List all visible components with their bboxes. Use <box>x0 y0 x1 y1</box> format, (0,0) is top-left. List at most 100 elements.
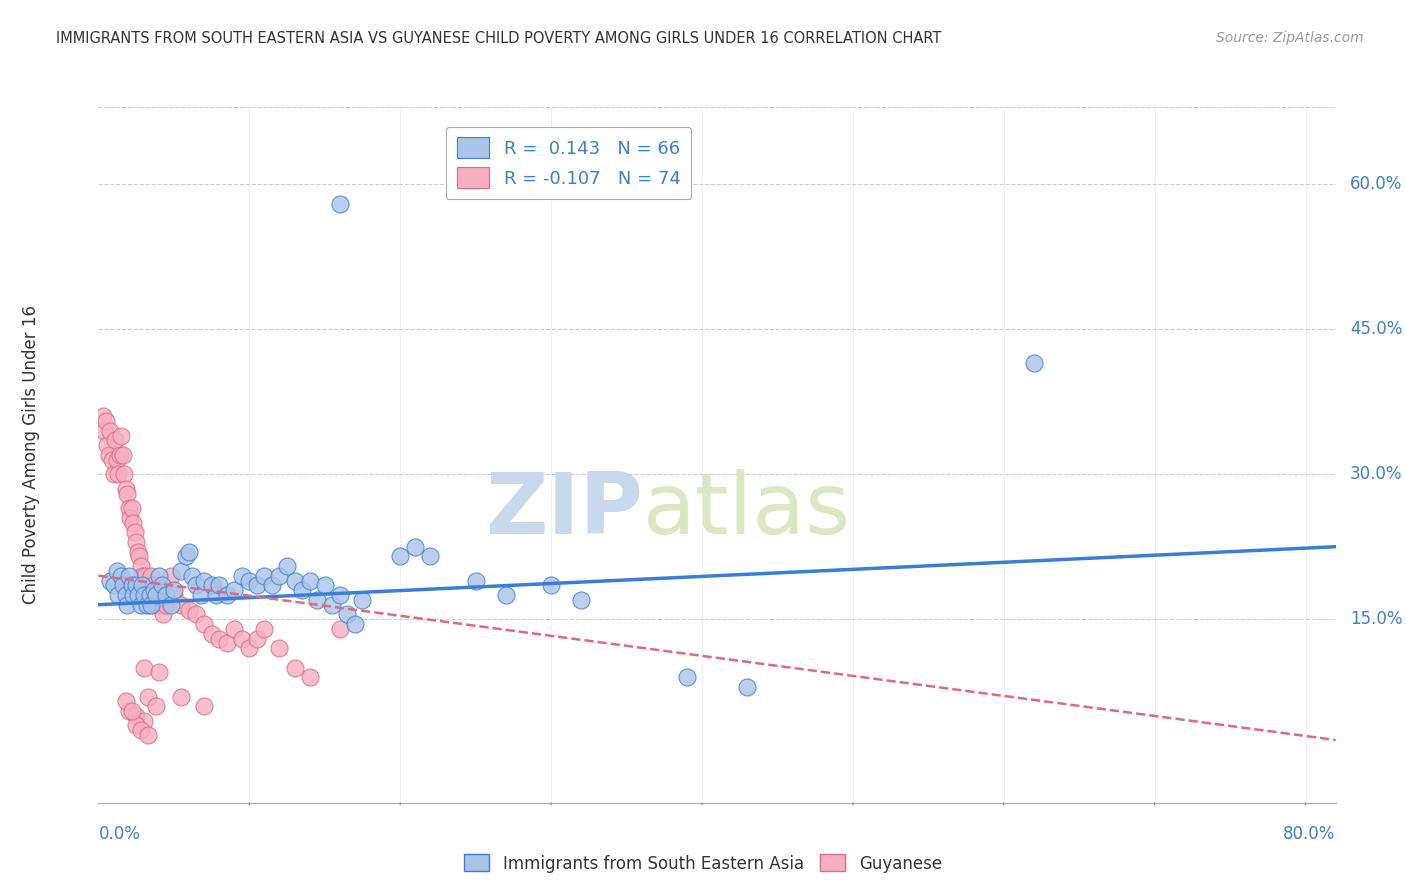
Point <box>131 578 153 592</box>
Point <box>127 588 149 602</box>
Point <box>135 578 157 592</box>
Point <box>125 718 148 732</box>
Point <box>122 516 145 530</box>
Text: 45.0%: 45.0% <box>1350 320 1402 338</box>
Point <box>143 588 166 602</box>
Point <box>148 592 170 607</box>
Point <box>103 578 125 592</box>
Point <box>321 598 343 612</box>
Point <box>145 699 167 714</box>
Point <box>200 626 222 640</box>
Point <box>186 607 208 622</box>
Point <box>215 588 238 602</box>
Point <box>114 588 136 602</box>
Point <box>174 549 197 564</box>
Point <box>208 578 231 592</box>
Point <box>170 690 193 704</box>
Point <box>676 670 699 684</box>
Point <box>136 728 159 742</box>
Point <box>569 592 592 607</box>
Point <box>132 660 155 674</box>
Point <box>115 598 138 612</box>
Point <box>193 574 215 588</box>
Point <box>352 592 374 607</box>
Point <box>150 578 173 592</box>
Point <box>100 424 122 438</box>
Point <box>404 540 426 554</box>
Point <box>186 578 208 592</box>
Point <box>142 578 165 592</box>
Point <box>112 467 135 482</box>
Point <box>100 574 122 588</box>
Point <box>117 704 139 718</box>
Point <box>246 632 269 646</box>
Point <box>170 598 193 612</box>
Point <box>260 578 283 592</box>
Text: 60.0%: 60.0% <box>1350 176 1402 194</box>
Point <box>148 665 170 680</box>
Point <box>329 622 352 636</box>
Point <box>200 578 222 592</box>
Point <box>314 578 336 592</box>
Point <box>96 438 118 452</box>
Point <box>177 544 200 558</box>
Point <box>107 467 129 482</box>
Point <box>224 583 246 598</box>
Point <box>136 690 159 704</box>
Point <box>208 632 231 646</box>
Point <box>284 574 307 588</box>
Point <box>98 448 121 462</box>
Point <box>124 525 146 540</box>
Point <box>253 622 276 636</box>
Point <box>238 641 260 656</box>
Point <box>540 578 562 592</box>
Point <box>215 636 238 650</box>
Point <box>93 424 115 438</box>
Point <box>291 583 314 598</box>
Point <box>343 617 366 632</box>
Point <box>298 574 321 588</box>
Point <box>193 699 215 714</box>
Point <box>163 588 186 602</box>
Point <box>276 559 298 574</box>
Point <box>181 568 204 582</box>
Point <box>464 574 486 588</box>
Point <box>136 588 159 602</box>
Point <box>336 607 359 622</box>
Point <box>134 568 156 582</box>
Point <box>238 574 260 588</box>
Point <box>146 583 169 598</box>
Point <box>253 568 276 582</box>
Point <box>129 559 152 574</box>
Point <box>110 568 132 582</box>
Point <box>389 549 412 564</box>
Point <box>121 578 143 592</box>
Point <box>101 452 124 467</box>
Point <box>155 598 177 612</box>
Point <box>121 501 143 516</box>
Text: 15.0%: 15.0% <box>1350 610 1402 628</box>
Point <box>329 196 352 211</box>
Point <box>148 568 170 582</box>
Point <box>170 564 193 578</box>
Point <box>329 588 352 602</box>
Point <box>735 680 758 694</box>
Point <box>110 428 132 442</box>
Point <box>224 622 246 636</box>
Point <box>131 568 153 582</box>
Point <box>177 602 200 616</box>
Point <box>160 568 183 582</box>
Point <box>269 641 291 656</box>
Legend: R =  0.143   N = 66, R = -0.107   N = 74: R = 0.143 N = 66, R = -0.107 N = 74 <box>446 127 692 199</box>
Point <box>132 578 155 592</box>
Point <box>149 588 172 602</box>
Point <box>104 434 127 448</box>
Text: IMMIGRANTS FROM SOUTH EASTERN ASIA VS GUYANESE CHILD POVERTY AMONG GIRLS UNDER 1: IMMIGRANTS FROM SOUTH EASTERN ASIA VS GU… <box>56 31 942 46</box>
Point <box>127 544 149 558</box>
Point <box>150 598 173 612</box>
Point <box>120 510 142 524</box>
Point <box>94 414 117 428</box>
Point <box>129 598 152 612</box>
Point <box>111 448 134 462</box>
Point <box>114 694 136 708</box>
